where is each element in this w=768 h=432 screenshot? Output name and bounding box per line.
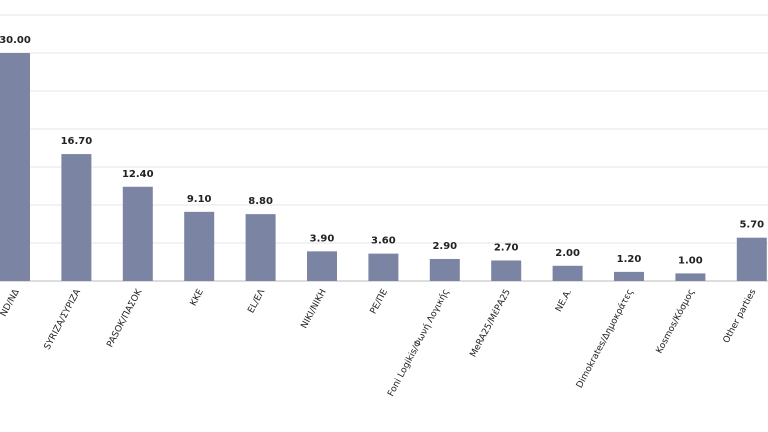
value-label: 12.40: [122, 169, 154, 180]
x-tick-label: EL/ΕΛ: [246, 287, 267, 315]
x-tick-label: Kosmos/Κόσμος: [654, 287, 697, 355]
x-tick-label: KKE: [189, 287, 206, 307]
bar: [61, 154, 92, 281]
value-label: 2.90: [432, 241, 457, 252]
value-label: 1.20: [617, 254, 642, 265]
x-tick-label: PE/ΠΕ: [369, 287, 390, 315]
bar: [614, 271, 644, 281]
value-label: 5.70: [739, 220, 764, 231]
value-label: 8.80: [248, 196, 273, 207]
value-label: 3.90: [310, 233, 335, 244]
bar: [675, 273, 706, 281]
bar: [491, 260, 522, 281]
x-tick-label: Foni Logikis/Φωνή Λογικής: [386, 288, 451, 399]
bar: [307, 251, 337, 281]
x-tick-label: Dimokrates/Δημοκράτες: [575, 288, 636, 390]
bar: [122, 186, 153, 281]
bar: [245, 214, 276, 281]
x-tick-label: PASOK/ΠΑΣΟΚ: [105, 287, 145, 349]
value-label: 9.10: [187, 194, 212, 205]
bar: [552, 265, 583, 281]
bar: [184, 211, 215, 281]
x-tick-label: NIKI/ΝΙΚΗ: [300, 288, 329, 331]
bar: [736, 237, 767, 281]
value-label: 2.70: [494, 242, 519, 253]
value-label: 30.00: [0, 35, 31, 46]
value-label: 16.70: [61, 136, 93, 147]
x-tick-label: SYRIZA/ΣΥΡΙΖΑ: [43, 287, 84, 352]
bar: [368, 253, 399, 281]
value-label: 3.60: [371, 236, 396, 247]
bar: [429, 258, 460, 281]
x-tick-label: NE.A.: [554, 288, 574, 314]
x-tick-label: Other parties: [722, 287, 759, 345]
value-label: 1.00: [678, 255, 703, 266]
bar: [0, 53, 30, 281]
value-label: 2.00: [555, 248, 580, 259]
x-tick-label: MeRA25/ΜέΡΑ25: [468, 287, 513, 359]
x-tick-label: ND/ΝΔ: [0, 287, 22, 319]
